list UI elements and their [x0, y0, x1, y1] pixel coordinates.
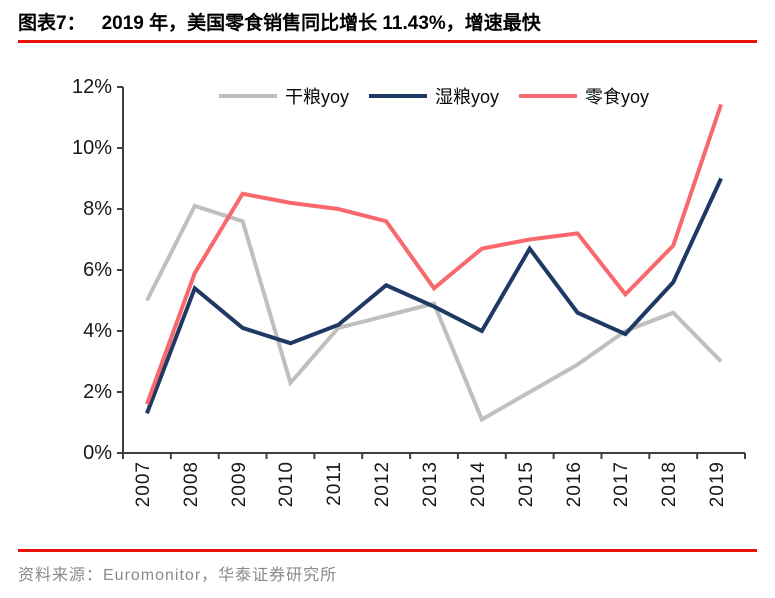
- legend-label: 湿粮yoy: [434, 87, 499, 107]
- y-axis-label: 8%: [83, 198, 112, 220]
- legend-item-2: 零食yoy: [519, 83, 649, 109]
- x-axis-label: 2013: [420, 461, 441, 508]
- x-axis-label: 2011: [324, 461, 346, 506]
- legend-item-0: 干粮yoy: [218, 83, 349, 109]
- legend-swatch: [218, 94, 277, 98]
- y-axis-label: 2%: [83, 381, 112, 403]
- legend-swatch: [519, 94, 577, 98]
- x-axis-label: 2010: [276, 461, 298, 508]
- series-line-0: [145, 203, 723, 423]
- figure-number-label: 图表7：: [18, 13, 86, 34]
- chart-legend: 干粮yoy 湿粮yoy 零食yoy: [123, 83, 745, 109]
- y-axis-label: 12%: [71, 76, 112, 98]
- x-axis-label: 2012: [372, 461, 394, 508]
- legend-item-1: 湿粮yoy: [368, 83, 499, 109]
- title-divider-rule: [18, 40, 757, 43]
- x-axis-label: 2019: [707, 461, 729, 508]
- x-axis-label: 2017: [611, 461, 633, 508]
- legend-swatch: [368, 94, 427, 98]
- legend-label: 零食yoy: [585, 87, 650, 107]
- x-axis-label: 2007: [132, 461, 154, 508]
- x-axis-label: 2018: [659, 461, 681, 508]
- x-axis-label: 2015: [515, 461, 537, 508]
- figure-title: 2019 年，美国零食销售同比增长 11.43%，增速最快: [101, 13, 541, 34]
- y-axis-label: 10%: [71, 137, 112, 159]
- x-axis-label: 2009: [228, 461, 250, 508]
- source-note: 资料来源：Euromonitor，华泰证券研究所: [18, 567, 338, 584]
- series-line-2: [145, 103, 723, 405]
- x-axis-label: 2016: [563, 461, 585, 508]
- series-line-1: [145, 177, 723, 415]
- y-axis-label: 6%: [83, 259, 112, 281]
- legend-label: 干粮yoy: [284, 87, 349, 107]
- y-axis-label: 4%: [83, 320, 112, 342]
- x-axis-label: 2008: [180, 461, 202, 508]
- y-axis-label: 0%: [83, 442, 112, 464]
- figure-title-row: 图表7： 2019 年，美国零食销售同比增长 11.43%，增速最快: [18, 8, 757, 35]
- footer-divider-rule: [18, 549, 757, 552]
- x-axis-label: 2014: [467, 461, 489, 508]
